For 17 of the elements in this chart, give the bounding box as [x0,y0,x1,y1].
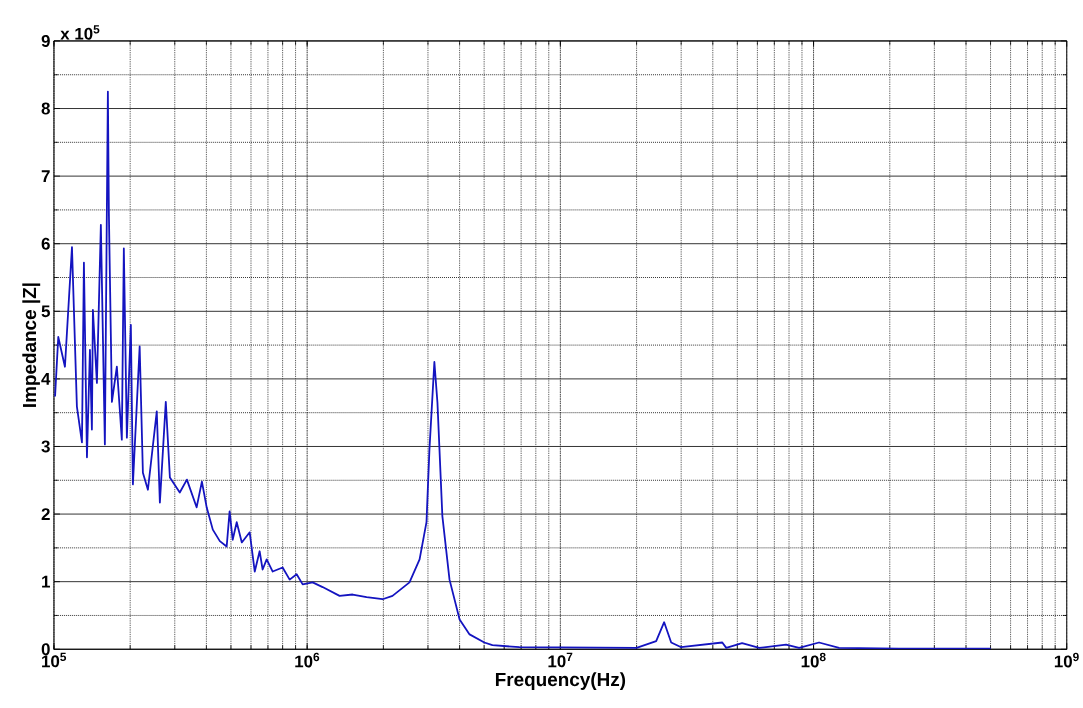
x-axis-title: Frequency(Hz) [495,672,626,690]
y-tick-label: 1 [42,575,50,588]
text: x 10$^{5}$ [60,25,100,40]
y-tick-label: 8 [41,102,50,115]
y-axis-title: Impedance |Z| [22,283,41,407]
x-tick-label: 10$^{9}$ [1054,652,1079,668]
y-tick-label: 0 [41,643,50,656]
y-tick-label: 4 [41,372,51,385]
y-tick-label: 5 [41,305,50,318]
x-tick-label: 10$^{7}$ [548,652,573,668]
y-tick-label: 9 [41,34,50,47]
x-tick-label: 10$^{8}$ [801,652,826,668]
y-tick-label: 3 [41,440,50,453]
y-tick-label: 6 [41,237,50,250]
y-tick-label: 7 [41,170,50,182]
x-tick-label: 10$^{6}$ [295,652,320,668]
y-tick-label: 2 [41,508,50,520]
